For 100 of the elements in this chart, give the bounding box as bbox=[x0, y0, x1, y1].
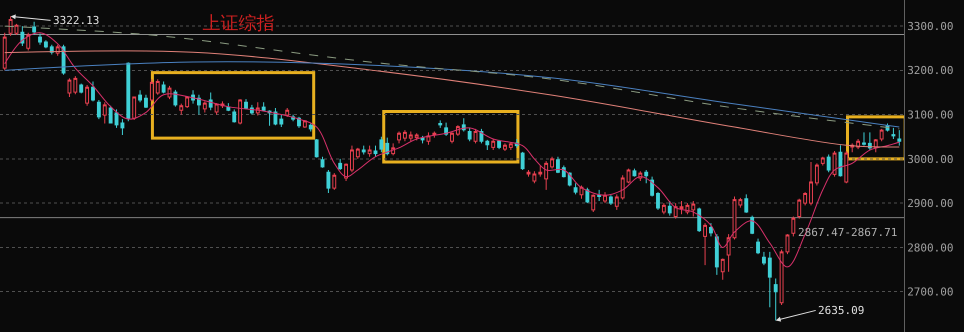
candlestick bbox=[714, 234, 719, 276]
candlestick bbox=[556, 156, 560, 174]
candlestick bbox=[468, 127, 472, 142]
candlestick bbox=[709, 222, 713, 237]
candlestick bbox=[809, 162, 813, 206]
candlestick bbox=[138, 90, 142, 103]
y-tick-label: 2800.00 bbox=[907, 241, 954, 254]
candlestick bbox=[680, 200, 684, 215]
candlestick bbox=[791, 216, 796, 237]
candlestick bbox=[608, 194, 613, 206]
candlestick bbox=[662, 202, 666, 215]
candlestick bbox=[744, 194, 748, 214]
text: 上证综指 bbox=[202, 13, 274, 34]
candlestick bbox=[32, 21, 36, 36]
candlestick bbox=[326, 169, 330, 194]
candlestick bbox=[691, 200, 696, 217]
candlestick bbox=[738, 197, 742, 208]
candlestick bbox=[356, 147, 360, 160]
candlestick bbox=[368, 145, 372, 158]
candlestick bbox=[38, 33, 42, 46]
candlestick bbox=[402, 130, 407, 142]
candlestick bbox=[668, 200, 672, 216]
y-tick-label: 3100.00 bbox=[907, 108, 954, 122]
candlestick bbox=[897, 130, 902, 146]
y-tick-label: 2900.00 bbox=[907, 197, 954, 210]
candlestick bbox=[44, 40, 48, 49]
candlestick bbox=[532, 170, 536, 184]
annotation: 2635.09 bbox=[818, 304, 864, 317]
candlestick bbox=[168, 85, 172, 100]
candlestick bbox=[580, 184, 584, 200]
candlestick bbox=[544, 160, 548, 190]
candlestick bbox=[144, 94, 148, 109]
candlestick bbox=[397, 130, 401, 144]
candlestick bbox=[644, 169, 648, 184]
candlestick bbox=[520, 151, 525, 170]
y-tick-label: 3200.00 bbox=[907, 64, 954, 78]
candlestick bbox=[156, 78, 160, 96]
line-series bbox=[4, 61, 900, 128]
candlestick bbox=[414, 132, 419, 141]
candlestick bbox=[891, 127, 896, 140]
candlestick bbox=[426, 132, 430, 146]
candlestick bbox=[780, 249, 784, 306]
candlestick bbox=[338, 158, 342, 170]
candlestick bbox=[726, 234, 731, 272]
candlestick bbox=[214, 102, 219, 116]
candlestick bbox=[479, 128, 484, 144]
candlestick bbox=[603, 192, 607, 204]
candlestick bbox=[674, 202, 678, 220]
candlestick bbox=[314, 138, 319, 158]
candlestick bbox=[820, 156, 825, 166]
candlestick bbox=[91, 80, 95, 102]
candlestick bbox=[703, 222, 708, 266]
candlestick bbox=[438, 120, 442, 128]
candlestick bbox=[880, 128, 884, 142]
candlestick bbox=[238, 98, 242, 125]
candlestick bbox=[650, 176, 654, 198]
candlestick bbox=[585, 187, 590, 204]
candlestick bbox=[526, 169, 530, 178]
candlestick bbox=[308, 123, 313, 132]
candlestick bbox=[208, 92, 213, 111]
candlestick bbox=[756, 238, 760, 255]
candlestick bbox=[826, 154, 831, 173]
candlestick bbox=[832, 150, 836, 178]
candlestick bbox=[491, 138, 496, 151]
candlestick bbox=[344, 162, 348, 182]
candlestick bbox=[420, 135, 425, 144]
candlestick bbox=[574, 182, 578, 195]
candlestick bbox=[120, 118, 124, 136]
candlestick bbox=[503, 142, 507, 152]
candlestick bbox=[73, 76, 78, 95]
candlestick bbox=[297, 116, 301, 128]
candlestick bbox=[497, 139, 502, 150]
candlestick bbox=[720, 258, 725, 280]
candlestick bbox=[614, 194, 619, 210]
candlestick bbox=[844, 150, 848, 184]
annotation: 3322.13 bbox=[53, 14, 100, 27]
candlestick bbox=[450, 132, 454, 144]
candlestick bbox=[8, 16, 13, 36]
line-series bbox=[4, 32, 900, 268]
candlestick bbox=[732, 196, 736, 240]
candlestick bbox=[202, 100, 207, 113]
candlestick bbox=[444, 122, 448, 136]
candlestick bbox=[279, 114, 284, 128]
candlestick bbox=[244, 98, 248, 110]
candlestick bbox=[332, 172, 336, 190]
candlestick bbox=[262, 102, 266, 112]
candlestick bbox=[350, 145, 354, 173]
candlestick bbox=[108, 105, 113, 124]
candlestick bbox=[173, 89, 178, 108]
y-tick-label: 2700.00 bbox=[907, 286, 954, 299]
candlestick bbox=[591, 194, 596, 213]
candlestick bbox=[474, 128, 478, 144]
candlestick bbox=[538, 165, 542, 178]
candlestick bbox=[597, 189, 602, 202]
candlestick bbox=[750, 215, 754, 235]
candlestick bbox=[379, 136, 384, 153]
candlestick bbox=[868, 132, 872, 151]
candlestick bbox=[102, 102, 107, 124]
candlestick bbox=[274, 108, 278, 126]
candlestick bbox=[797, 198, 802, 220]
